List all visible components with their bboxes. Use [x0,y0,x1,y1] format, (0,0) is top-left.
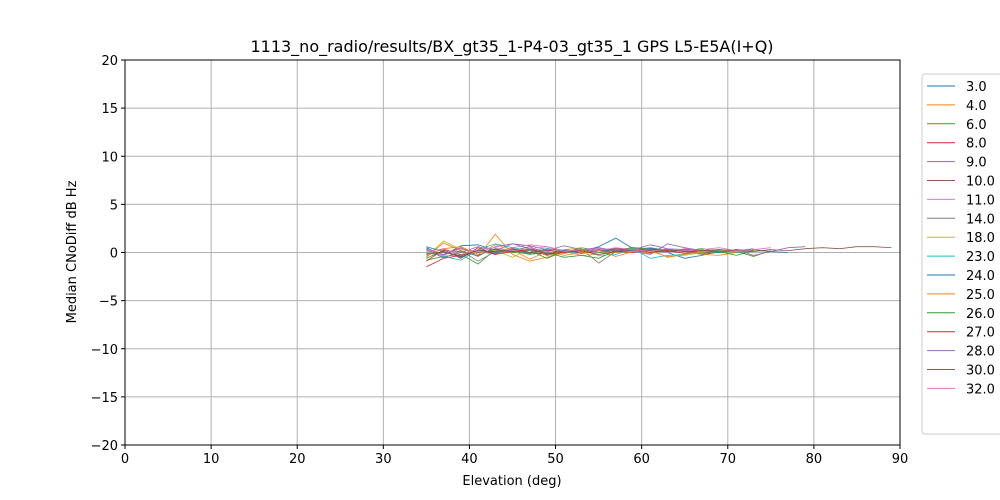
legend-label: 18.0 [966,231,995,246]
x-tick-label: 30 [375,452,392,467]
x-tick-label: 90 [892,452,909,467]
y-axis-label: Median CNoDiff dB Hz [65,180,80,323]
series-line-6.0 [426,248,771,265]
legend-label: 30.0 [966,364,995,379]
legend-label: 8.0 [966,137,987,152]
legend-label: 28.0 [966,345,995,360]
legend: 3.0 4.0 6.0 8.0 9.0 10.0 11.0 14.0 18.0 23.0 24.0 2… [921,73,1000,435]
x-axis-label: Elevation (deg) [462,474,561,489]
series-line-25.0 [426,244,737,260]
y-tick-label: −15 [91,391,118,406]
y-tick-label: −5 [99,295,118,310]
legend-label: 6.0 [966,118,987,133]
y-tick-label: 10 [101,150,118,165]
y-tick-label: 0 [110,247,118,262]
y-tick-label: 20 [101,54,118,69]
x-tick-label: 40 [461,452,478,467]
chart-title: 1113_no_radio/results/BX_gt35_1-P4-03_gt… [250,37,773,57]
series-line-30.0 [426,246,892,256]
x-tick-label: 20 [289,452,306,467]
y-tick-label: 15 [101,102,118,117]
legend-label: 24.0 [966,269,995,284]
legend-label: 26.0 [966,307,995,322]
series-line-32.0 [426,246,754,255]
x-tick-label: 10 [203,452,220,467]
x-tick-label: 80 [806,452,823,467]
legend-label: 27.0 [966,326,995,341]
legend-box [921,73,1000,435]
legend-label: 23.0 [966,250,995,265]
legend-label: 4.0 [966,99,987,114]
y-tick-label: −10 [91,343,118,358]
x-tick-label: 50 [547,452,564,467]
legend-label: 3.0 [966,80,987,95]
legend-label: 14.0 [966,212,995,227]
series-line-26.0 [426,247,754,259]
legend-label: 11.0 [966,193,995,208]
series-line-27.0 [426,247,720,262]
legend-label: 32.0 [966,382,995,397]
x-tick-label: 0 [121,452,129,467]
legend-label: 10.0 [966,175,995,190]
legend-label: 25.0 [966,288,995,303]
x-tick-label: 70 [720,452,737,467]
x-tick-label: 60 [633,452,650,467]
legend-label: 9.0 [966,156,987,171]
y-tick-label: −20 [91,439,118,454]
y-tick-label: 5 [110,198,118,213]
